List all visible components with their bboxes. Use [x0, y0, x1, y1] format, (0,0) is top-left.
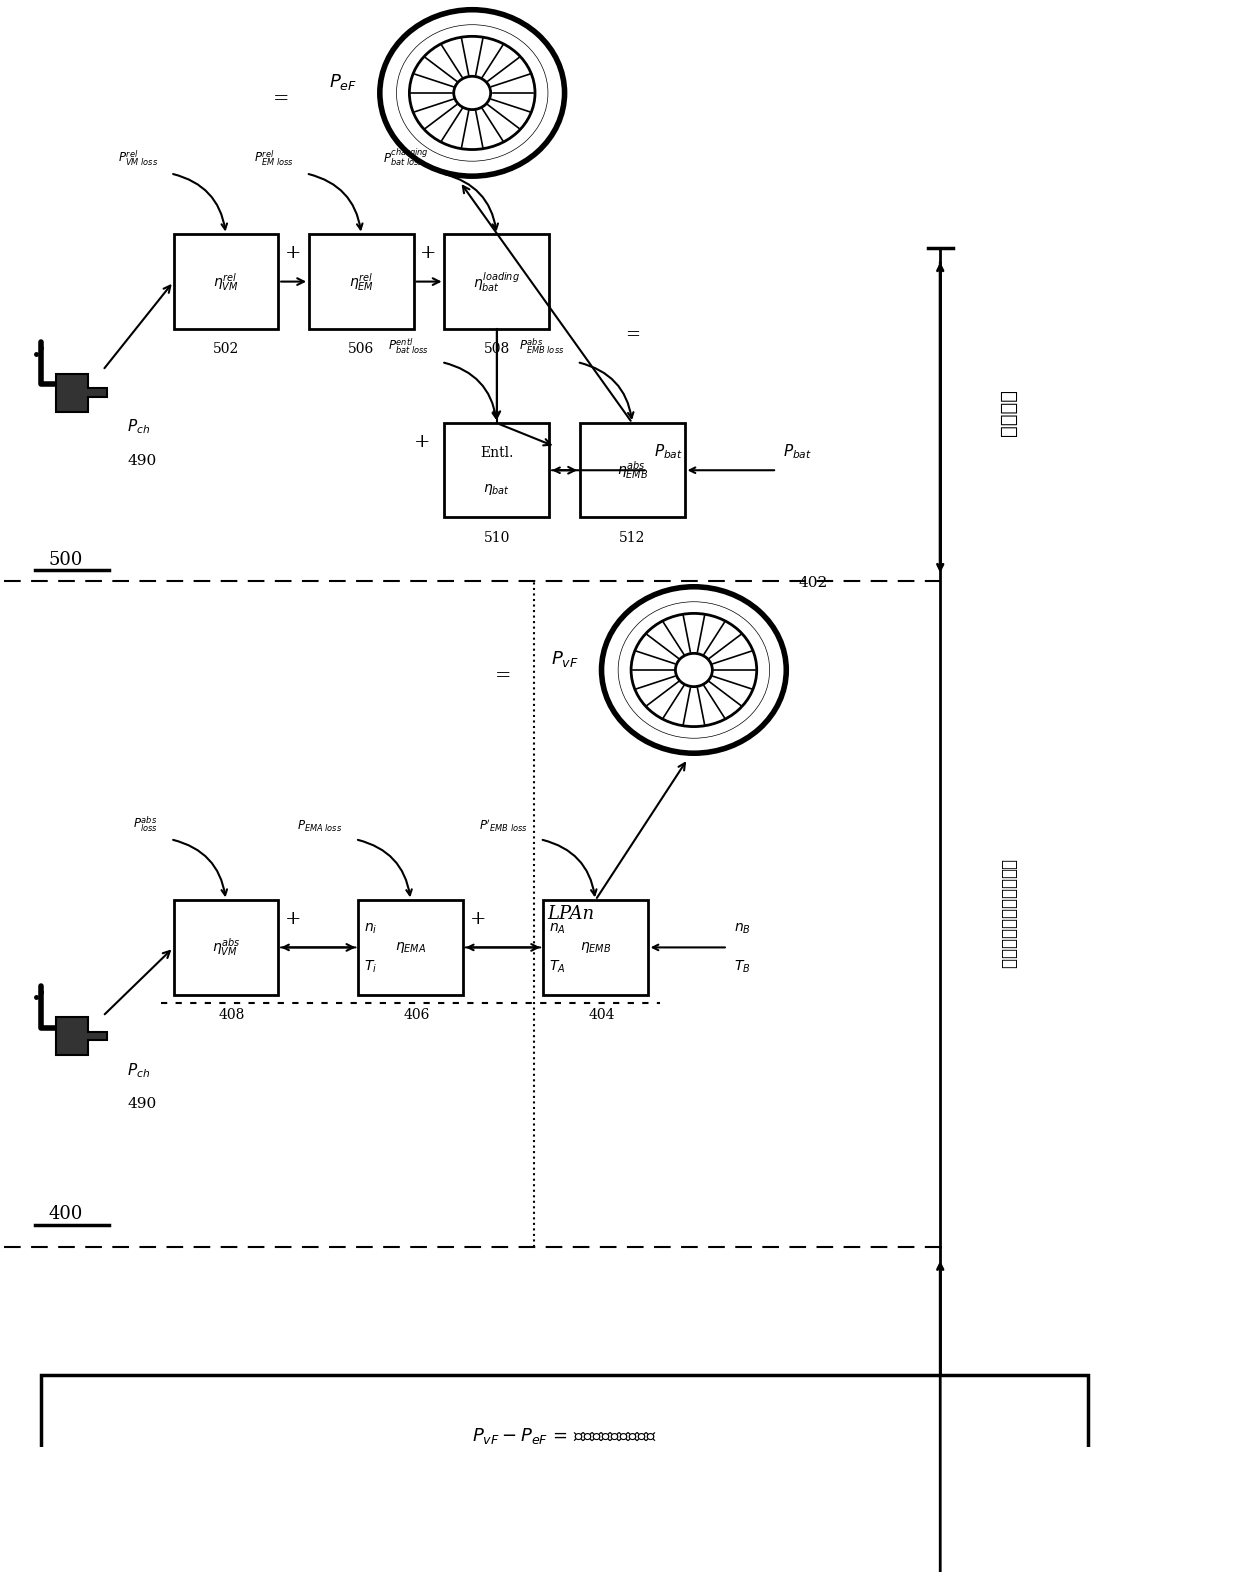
Circle shape — [676, 654, 712, 687]
Text: 400: 400 — [48, 1206, 83, 1223]
Text: 502: 502 — [213, 343, 239, 357]
Text: 404: 404 — [588, 1008, 615, 1022]
Circle shape — [454, 77, 491, 110]
Text: $\eta^{abs}_{VM}$: $\eta^{abs}_{VM}$ — [212, 937, 241, 959]
Text: =: = — [495, 667, 511, 685]
Text: Entl.: Entl. — [480, 446, 513, 461]
Text: $P^{rel}_{EM\ loss}$: $P^{rel}_{EM\ loss}$ — [254, 148, 294, 168]
Text: $\eta_{EMB}$: $\eta_{EMB}$ — [579, 940, 611, 954]
Text: $P^{charging}_{bat\ loss}$: $P^{charging}_{bat\ loss}$ — [383, 146, 429, 168]
Bar — [444, 234, 549, 329]
Text: $P^{abs}_{EMB\ loss}$: $P^{abs}_{EMB\ loss}$ — [520, 336, 564, 357]
Text: +: + — [414, 432, 430, 451]
Text: $n_i$: $n_i$ — [365, 921, 378, 937]
Text: $P_{vF}$: $P_{vF}$ — [551, 649, 578, 670]
Circle shape — [397, 25, 548, 162]
Polygon shape — [56, 1017, 107, 1055]
Text: +: + — [420, 244, 436, 263]
Text: $\eta^{loading}_{bat}$: $\eta^{loading}_{bat}$ — [474, 270, 521, 294]
Text: 510: 510 — [484, 531, 510, 545]
Text: 混合动力驱动的能量优势: 混合动力驱动的能量优势 — [999, 860, 1017, 968]
Text: $\eta_{EMA}$: $\eta_{EMA}$ — [396, 940, 427, 954]
Text: $\eta^{rel}_{EM}$: $\eta^{rel}_{EM}$ — [348, 270, 374, 292]
Text: 490: 490 — [128, 454, 156, 468]
Bar — [309, 234, 414, 329]
Text: $P_{eF}$: $P_{eF}$ — [329, 72, 357, 91]
Text: $n_A$: $n_A$ — [549, 921, 565, 937]
Text: 506: 506 — [348, 343, 374, 357]
Polygon shape — [56, 374, 107, 412]
Bar — [174, 234, 278, 329]
Text: $P_{bat}$: $P_{bat}$ — [784, 443, 812, 461]
Bar — [174, 901, 278, 995]
Text: =: = — [273, 90, 290, 108]
Text: $T_B$: $T_B$ — [734, 959, 750, 975]
Text: =: = — [625, 325, 640, 344]
Bar — [444, 423, 549, 517]
Text: $P_{ch}$: $P_{ch}$ — [128, 1061, 150, 1080]
Text: $\eta_{bat}$: $\eta_{bat}$ — [484, 481, 511, 497]
Bar — [543, 901, 647, 995]
Text: $P^{rel}_{VM\ loss}$: $P^{rel}_{VM\ loss}$ — [118, 148, 159, 168]
Text: 402: 402 — [799, 575, 828, 590]
Text: 512: 512 — [619, 531, 646, 545]
Text: $P'_{EMB\ loss}$: $P'_{EMB\ loss}$ — [479, 817, 528, 833]
Text: $T_i$: $T_i$ — [365, 959, 377, 975]
Bar — [358, 901, 463, 995]
Text: $P_{bat}$: $P_{bat}$ — [653, 443, 683, 461]
Text: 490: 490 — [128, 1097, 156, 1111]
Text: $n_B$: $n_B$ — [734, 921, 750, 937]
Text: $P_{ch}$: $P_{ch}$ — [128, 418, 150, 435]
Text: 电力驱动: 电力驱动 — [998, 391, 1018, 439]
Text: $P_{vF} - P_{eF}$ = 电力驱动的能量优势: $P_{vF} - P_{eF}$ = 电力驱动的能量优势 — [472, 1426, 657, 1446]
Text: +: + — [470, 910, 486, 927]
Text: $P^{abs}_{loss}$: $P^{abs}_{loss}$ — [134, 814, 159, 833]
Text: 508: 508 — [484, 343, 510, 357]
Text: 408: 408 — [218, 1008, 246, 1022]
Text: $\eta^{abs}_{EMB}$: $\eta^{abs}_{EMB}$ — [616, 459, 649, 481]
Text: $P^{entl}_{bat\ loss}$: $P^{entl}_{bat\ loss}$ — [388, 336, 429, 357]
Circle shape — [619, 602, 770, 739]
Bar — [580, 423, 684, 517]
Text: $P_{EMA\ loss}$: $P_{EMA\ loss}$ — [298, 819, 343, 833]
Text: $T_A$: $T_A$ — [549, 959, 565, 975]
Text: $\eta^{rel}_{VM}$: $\eta^{rel}_{VM}$ — [213, 270, 238, 292]
Text: 500: 500 — [48, 550, 83, 569]
Text: 406: 406 — [403, 1008, 430, 1022]
Text: +: + — [285, 910, 301, 927]
Text: +: + — [285, 244, 301, 263]
Text: LPAn: LPAn — [547, 905, 594, 923]
Bar — [41, 1374, 1087, 1497]
